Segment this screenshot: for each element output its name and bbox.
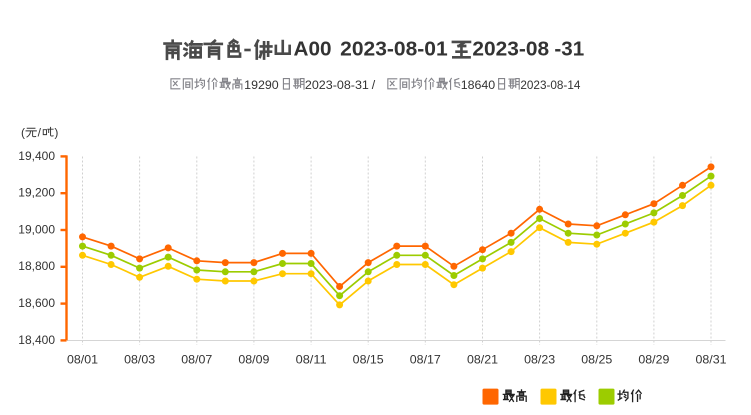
svg-text:2023-08-31: 2023-08-31 [305,78,369,92]
svg-text:): ) [54,126,58,140]
svg-text:08/21: 08/21 [467,353,498,367]
svg-text:2023-08-01: 2023-08-01 [340,39,448,61]
svg-text:/: / [38,126,42,140]
svg-text:19290: 19290 [244,78,279,92]
svg-text:A00: A00 [294,39,332,61]
svg-text:19,200: 19,200 [18,186,55,200]
svg-text:19,000: 19,000 [18,222,55,236]
svg-text:08/11: 08/11 [296,353,327,367]
svg-text:19,400: 19,400 [18,149,55,163]
svg-text:-31: -31 [554,39,584,61]
svg-text:08/25: 08/25 [581,353,612,367]
svg-text:08/01: 08/01 [67,353,98,367]
svg-text:(: ( [21,126,25,140]
svg-text:08/03: 08/03 [124,353,155,367]
svg-text:2023-08-14: 2023-08-14 [520,78,580,92]
svg-text:08/07: 08/07 [181,353,212,367]
svg-text:08/17: 08/17 [410,353,441,367]
svg-text:18,400: 18,400 [18,333,55,347]
svg-text:2023-08: 2023-08 [472,39,549,61]
svg-text:08/23: 08/23 [524,353,555,367]
svg-text:18,800: 18,800 [18,259,55,273]
svg-text:08/09: 08/09 [238,353,269,367]
svg-text:08/15: 08/15 [353,353,384,367]
svg-text:18640: 18640 [461,78,496,92]
svg-text:08/31: 08/31 [696,353,727,367]
svg-text:/: / [372,78,376,92]
svg-text:08/29: 08/29 [638,353,669,367]
svg-text:18,600: 18,600 [18,296,55,310]
